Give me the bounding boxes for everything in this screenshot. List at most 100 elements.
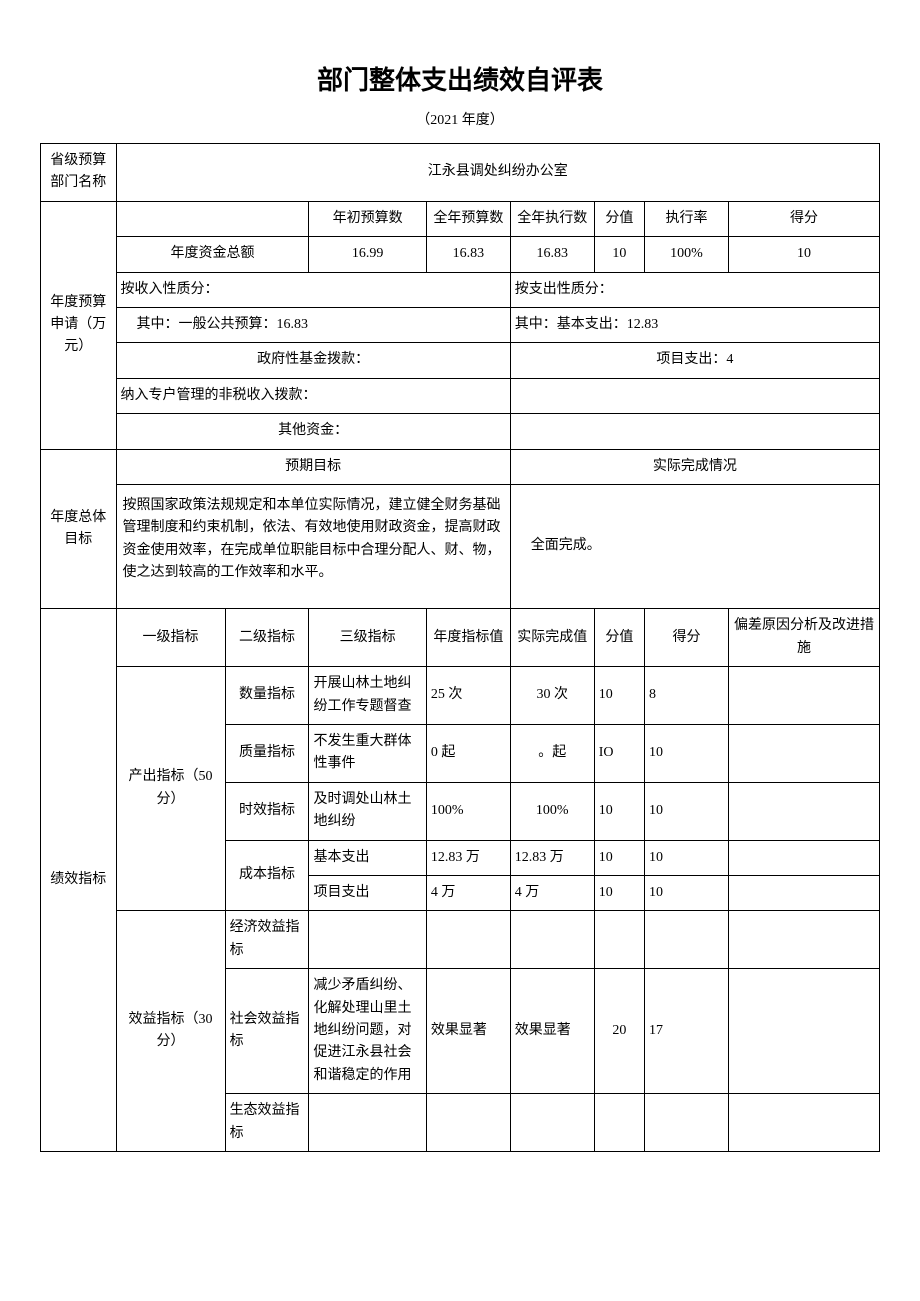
quantity-target: 25 次 — [426, 667, 510, 725]
quality-score: IO — [594, 725, 644, 783]
col-score: 分值 — [594, 201, 644, 236]
income-general-row: 其中：一般公共预算：16.83 其中：基本支出：12.83 — [41, 307, 880, 342]
nature-row: 按收入性质分： 按支出性质分： — [41, 272, 880, 307]
eco-target — [426, 1094, 510, 1152]
cost-points-a: 10 — [645, 840, 729, 875]
by-income: 按收入性质分： — [116, 272, 510, 307]
perf-label: 绩效指标 — [41, 609, 117, 1151]
col-exec: 全年执行数 — [510, 201, 594, 236]
cost-score-b: 10 — [594, 875, 644, 910]
benefit-name: 效益指标（30 分） — [116, 911, 225, 1152]
expense-basic: 其中：基本支出：12.83 — [510, 307, 879, 342]
benefit-econ-row: 效益指标（30 分） 经济效益指标 — [41, 911, 880, 969]
cost-actual-b: 4 万 — [510, 875, 594, 910]
quantity-score: 10 — [594, 667, 644, 725]
income-general: 其中：一般公共预算：16.83 — [116, 307, 510, 342]
blank-cell — [116, 201, 309, 236]
cost-points-b: 10 — [645, 875, 729, 910]
expense-project: 项目支出：4 — [510, 343, 879, 378]
col-rate: 执行率 — [645, 201, 729, 236]
funds-rate: 100% — [645, 237, 729, 272]
income-fund-row: 政府性基金拨款： 项目支出：4 — [41, 343, 880, 378]
cost-name: 成本指标 — [225, 840, 309, 911]
econ-deviation — [728, 911, 879, 969]
income-other: 其他资金： — [116, 414, 510, 449]
social-score: 20 — [594, 969, 644, 1094]
time-name: 时效指标 — [225, 782, 309, 840]
time-lvl3: 及时调处山林土地纠纷 — [309, 782, 426, 840]
target-header: 年度指标值 — [426, 609, 510, 667]
goal-label: 年度总体目标 — [41, 449, 117, 609]
econ-target — [426, 911, 510, 969]
time-points: 10 — [645, 782, 729, 840]
eco-actual — [510, 1094, 594, 1152]
social-points: 17 — [645, 969, 729, 1094]
quantity-deviation — [728, 667, 879, 725]
time-actual: 100% — [510, 782, 594, 840]
budget-apply-label: 年度预算申请（万元） — [41, 201, 117, 449]
quality-lvl3: 不发生重大群体性事件 — [309, 725, 426, 783]
col-points: 得分 — [728, 201, 879, 236]
social-deviation — [728, 969, 879, 1094]
income-nontax: 纳入专户管理的非税收入拨款： — [116, 378, 510, 413]
time-target: 100% — [426, 782, 510, 840]
social-target: 效果显著 — [426, 969, 510, 1094]
evaluation-table: 省级预算部门名称 江永县调处纠纷办公室 年度预算申请（万元） 年初预算数 全年预… — [40, 143, 880, 1152]
indicator-header-row: 绩效指标 一级指标 二级指标 三级指标 年度指标值 实际完成值 分值 得分 偏差… — [41, 609, 880, 667]
quality-target: 0 起 — [426, 725, 510, 783]
funds-initial: 16.99 — [309, 237, 426, 272]
total-funds-label: 年度资金总额 — [116, 237, 309, 272]
lvl3-header: 三级指标 — [309, 609, 426, 667]
income-nontax-row: 纳入专户管理的非税收入拨款： — [41, 378, 880, 413]
cost-lvl3a: 基本支出 — [309, 840, 426, 875]
time-deviation — [728, 782, 879, 840]
cost-score-a: 10 — [594, 840, 644, 875]
eco-lvl3 — [309, 1094, 426, 1152]
lvl1-header: 一级指标 — [116, 609, 225, 667]
quality-deviation — [728, 725, 879, 783]
budget-header-row: 年度预算申请（万元） 年初预算数 全年预算数 全年执行数 分值 执行率 得分 — [41, 201, 880, 236]
funds-points: 10 — [728, 237, 879, 272]
funds-full: 16.83 — [426, 237, 510, 272]
social-name: 社会效益指标 — [225, 969, 309, 1094]
cost-target-b: 4 万 — [426, 875, 510, 910]
dept-row: 省级预算部门名称 江永县调处纠纷办公室 — [41, 144, 880, 202]
quantity-lvl3: 开展山林土地纠纷工作专题督查 — [309, 667, 426, 725]
score-header: 分值 — [594, 609, 644, 667]
page-subtitle: （2021 年度） — [40, 109, 880, 129]
goal-content-row: 按照国家政策法规规定和本单位实际情况，建立健全财务基础管理制度和约束机制，依法、… — [41, 484, 880, 609]
cost-target-a: 12.83 万 — [426, 840, 510, 875]
expected-goal: 按照国家政策法规规定和本单位实际情况，建立健全财务基础管理制度和约束机制，依法、… — [116, 484, 510, 609]
dept-label: 省级预算部门名称 — [41, 144, 117, 202]
quantity-points: 8 — [645, 667, 729, 725]
output-name: 产出指标（50 分） — [116, 667, 225, 911]
actual-goal-header: 实际完成情况 — [510, 449, 879, 484]
col-initial: 年初预算数 — [309, 201, 426, 236]
dept-name: 江永县调处纠纷办公室 — [116, 144, 880, 202]
goal-header-row: 年度总体目标 预期目标 实际完成情况 — [41, 449, 880, 484]
points-header: 得分 — [645, 609, 729, 667]
quality-points: 10 — [645, 725, 729, 783]
income-other-row: 其他资金： — [41, 414, 880, 449]
eco-name: 生态效益指标 — [225, 1094, 309, 1152]
econ-actual — [510, 911, 594, 969]
quantity-actual: 30 次 — [510, 667, 594, 725]
quality-name: 质量指标 — [225, 725, 309, 783]
output-quantity-row: 产出指标（50 分） 数量指标 开展山林土地纠纷工作专题督查 25 次 30 次… — [41, 667, 880, 725]
blank-cell — [510, 414, 879, 449]
col-full: 全年预算数 — [426, 201, 510, 236]
by-expense: 按支出性质分： — [510, 272, 879, 307]
actual-header: 实际完成值 — [510, 609, 594, 667]
cost-lvl3b: 项目支出 — [309, 875, 426, 910]
total-funds-row: 年度资金总额 16.99 16.83 16.83 10 100% 10 — [41, 237, 880, 272]
actual-goal: 全面完成。 — [510, 484, 879, 609]
cost-deviation-a — [728, 840, 879, 875]
income-fund: 政府性基金拨款： — [116, 343, 510, 378]
expected-goal-header: 预期目标 — [116, 449, 510, 484]
page-title: 部门整体支出绩效自评表 — [40, 60, 880, 97]
econ-points — [645, 911, 729, 969]
deviation-header: 偏差原因分析及改进措施 — [728, 609, 879, 667]
eco-score — [594, 1094, 644, 1152]
lvl2-header: 二级指标 — [225, 609, 309, 667]
social-lvl3: 减少矛盾纠纷、化解处理山里土地纠纷问题，对促进江永县社会和谐稳定的作用 — [309, 969, 426, 1094]
